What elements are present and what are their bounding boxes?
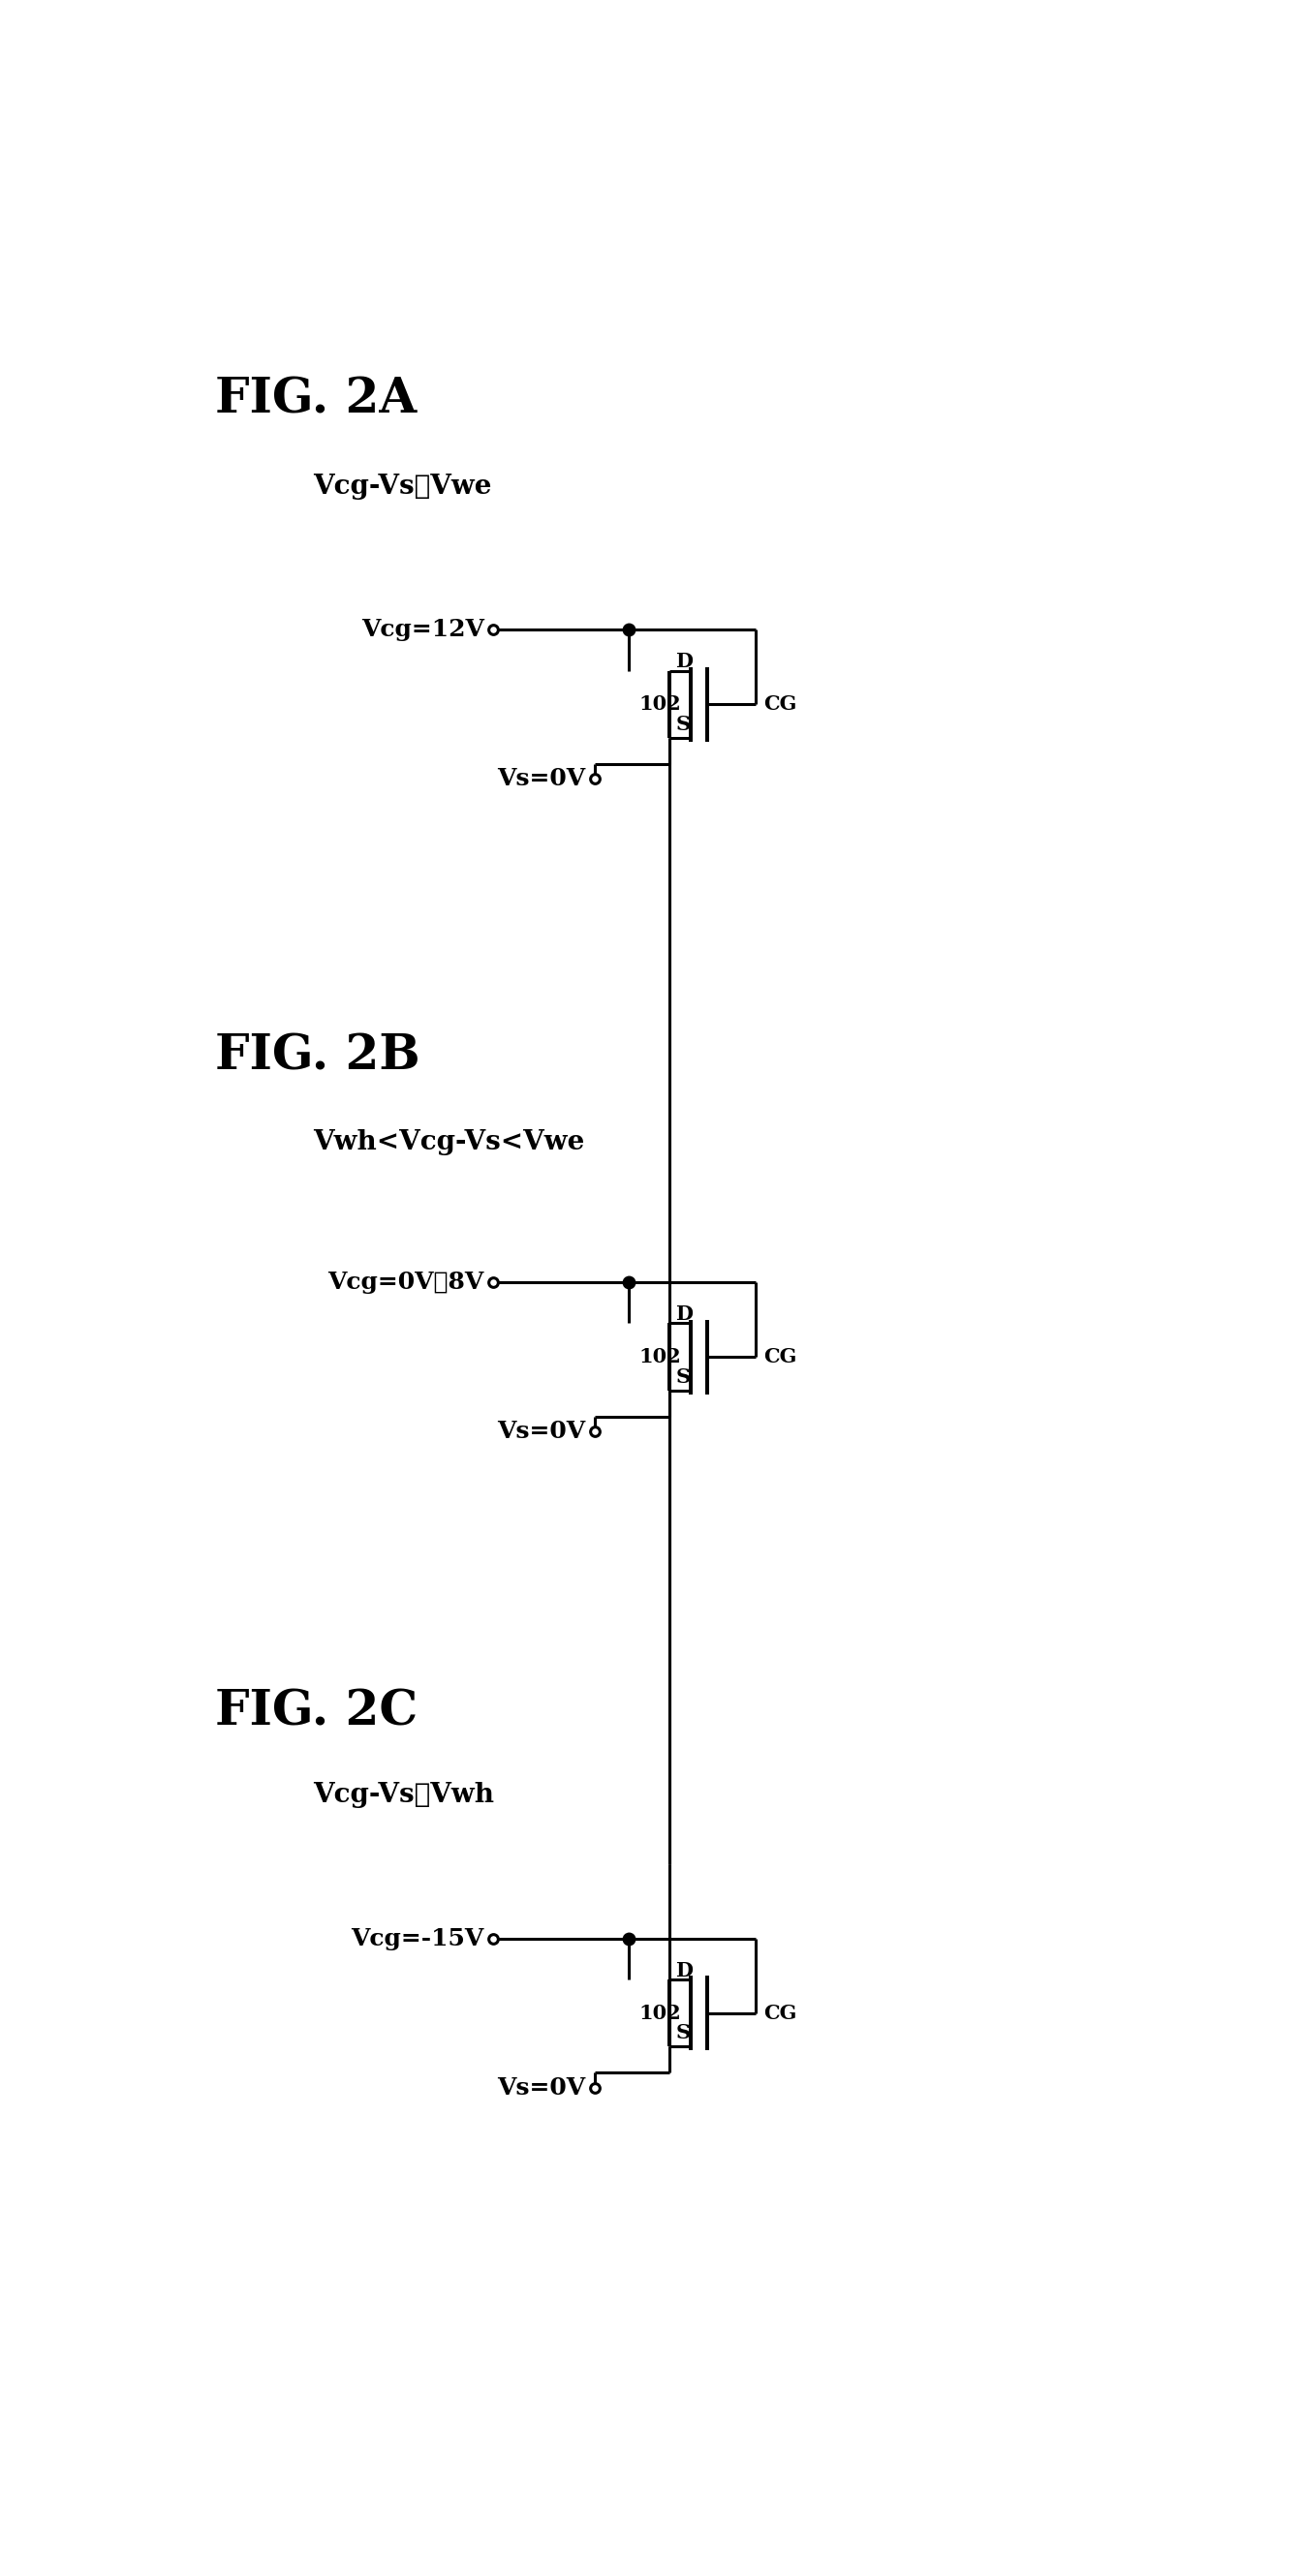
Text: D: D bbox=[676, 1960, 693, 1981]
Text: S: S bbox=[676, 1368, 690, 1386]
Text: Vs=0V: Vs=0V bbox=[497, 2076, 586, 2099]
Text: Vcg-Vs≦Vwh: Vcg-Vs≦Vwh bbox=[312, 1783, 493, 1808]
Text: Vcg=0V～8V: Vcg=0V～8V bbox=[328, 1270, 484, 1293]
Text: S: S bbox=[676, 714, 690, 734]
Text: FIG. 2A: FIG. 2A bbox=[215, 376, 417, 422]
Text: CG: CG bbox=[763, 2004, 797, 2022]
Text: Vs=0V: Vs=0V bbox=[497, 768, 586, 791]
Text: FIG. 2B: FIG. 2B bbox=[215, 1033, 421, 1079]
Text: CG: CG bbox=[763, 1347, 797, 1365]
Text: CG: CG bbox=[763, 696, 797, 714]
Text: 102: 102 bbox=[639, 2004, 681, 2022]
Text: Vcg=-15V: Vcg=-15V bbox=[352, 1927, 484, 1950]
Text: D: D bbox=[676, 1303, 693, 1324]
Text: 102: 102 bbox=[639, 696, 681, 714]
Text: D: D bbox=[676, 652, 693, 672]
Text: 102: 102 bbox=[639, 1347, 681, 1365]
Text: Vs=0V: Vs=0V bbox=[497, 1419, 586, 1443]
Text: Vwh<Vcg-Vs<Vwe: Vwh<Vcg-Vs<Vwe bbox=[312, 1128, 585, 1157]
Text: Vcg-Vs≧Vwe: Vcg-Vs≧Vwe bbox=[312, 474, 492, 500]
Text: FIG. 2C: FIG. 2C bbox=[215, 1690, 418, 1736]
Text: Vcg=12V: Vcg=12V bbox=[361, 618, 484, 641]
Text: S: S bbox=[676, 2025, 690, 2043]
